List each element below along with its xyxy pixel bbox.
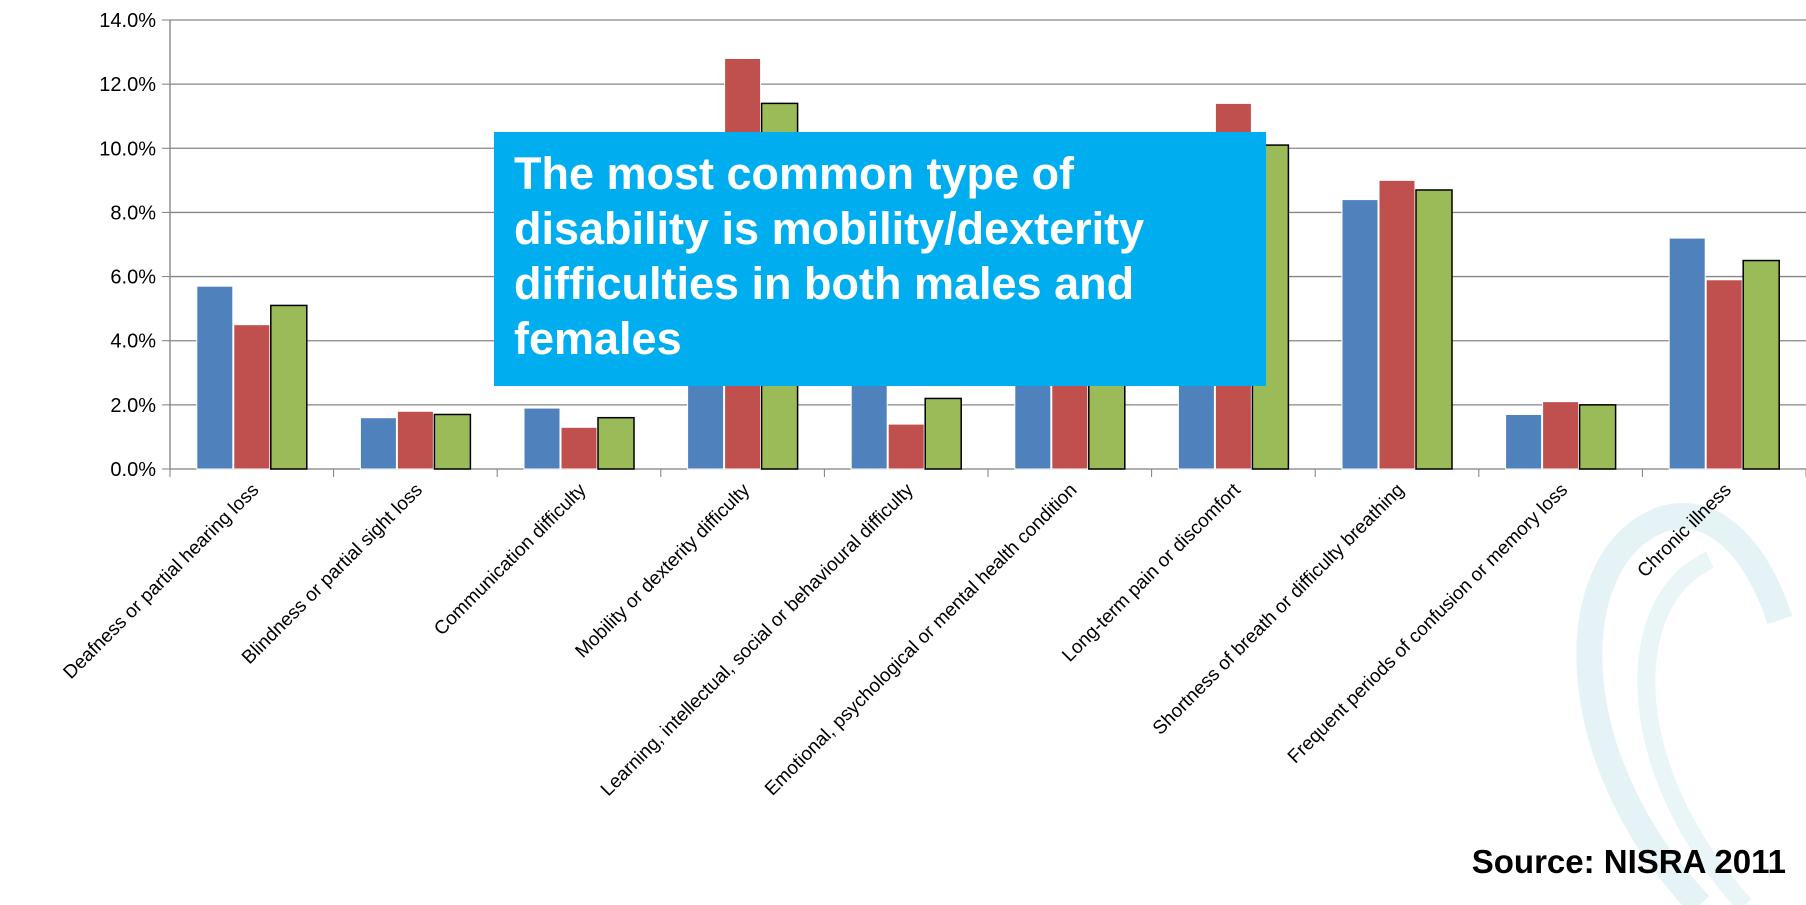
bar-series-3	[1415, 189, 1453, 470]
x-axis-category-labels: Deafness or partial hearing lossBlindnes…	[60, 479, 1736, 800]
watermark-swoosh	[1576, 503, 1793, 905]
bar-series-1	[687, 372, 725, 470]
y-tick-label: 2.0%	[110, 395, 156, 417]
x-tick-label: Emotional, psychological or mental healt…	[761, 480, 1081, 800]
x-tick-label: Deafness or partial hearing loss	[60, 480, 264, 684]
x-tick-label: Frequent periods of confusion or memory …	[1284, 480, 1572, 768]
bar-series-3	[270, 304, 308, 470]
y-tick-label: 6.0%	[110, 267, 156, 289]
bar-series-2	[396, 410, 434, 470]
callout-box: The most common type of disability is mo…	[494, 132, 1266, 386]
bar-series-1	[1177, 372, 1215, 470]
bar-series-2	[233, 324, 271, 470]
callout-text: The most common type of disability is mo…	[514, 148, 1145, 364]
bar-series-1	[1668, 237, 1706, 470]
bar-series-1	[523, 407, 561, 470]
x-axis	[169, 469, 1806, 477]
y-tick-label: 4.0%	[110, 331, 156, 353]
y-tick-label: 0.0%	[110, 459, 156, 481]
bar-series-2	[1542, 401, 1580, 470]
y-axis-tick-labels: 0.0% 2.0% 4.0% 6.0% 8.0% 10.0% 12.0% 14.0%	[99, 10, 156, 481]
source-note: Source: NISRA 2011	[1471, 843, 1786, 880]
bar-series-2	[1378, 179, 1416, 470]
y-tick-label: 12.0%	[99, 74, 156, 96]
x-tick-label: Shortness of breath or difficulty breath…	[1149, 480, 1409, 740]
bar-series-1	[850, 372, 888, 470]
bar-series-3	[433, 413, 472, 470]
y-tick-label: 10.0%	[99, 138, 156, 160]
bar-series-1	[1014, 372, 1052, 470]
y-tick-label: 8.0%	[110, 202, 156, 224]
bar-series-2	[1051, 372, 1089, 470]
bar-series-2	[1705, 279, 1743, 470]
bar-series-3	[1742, 259, 1780, 470]
bar-series-3	[924, 397, 962, 470]
bar-series-3	[1088, 372, 1126, 470]
x-tick-label: Mobility or dexterity difficulty	[572, 479, 755, 662]
bar-series-3	[597, 416, 635, 470]
x-tick-label: Long-term pain or discomfort	[1058, 479, 1245, 666]
bar-series-1	[196, 285, 234, 470]
x-tick-label: Communication difficulty	[430, 479, 591, 640]
bar-series-3	[1578, 404, 1617, 470]
bar-series-2	[887, 423, 925, 470]
bar-series-1	[1505, 413, 1543, 470]
x-tick-label: Blindness or partial sight loss	[238, 480, 427, 669]
x-tick-label: Learning, intellectual, social or behavi…	[597, 479, 918, 800]
bar-series-2	[560, 426, 598, 470]
bar-series-1	[359, 417, 397, 470]
bar-series-1	[1341, 199, 1379, 470]
y-tick-label: 14.0%	[99, 10, 156, 32]
